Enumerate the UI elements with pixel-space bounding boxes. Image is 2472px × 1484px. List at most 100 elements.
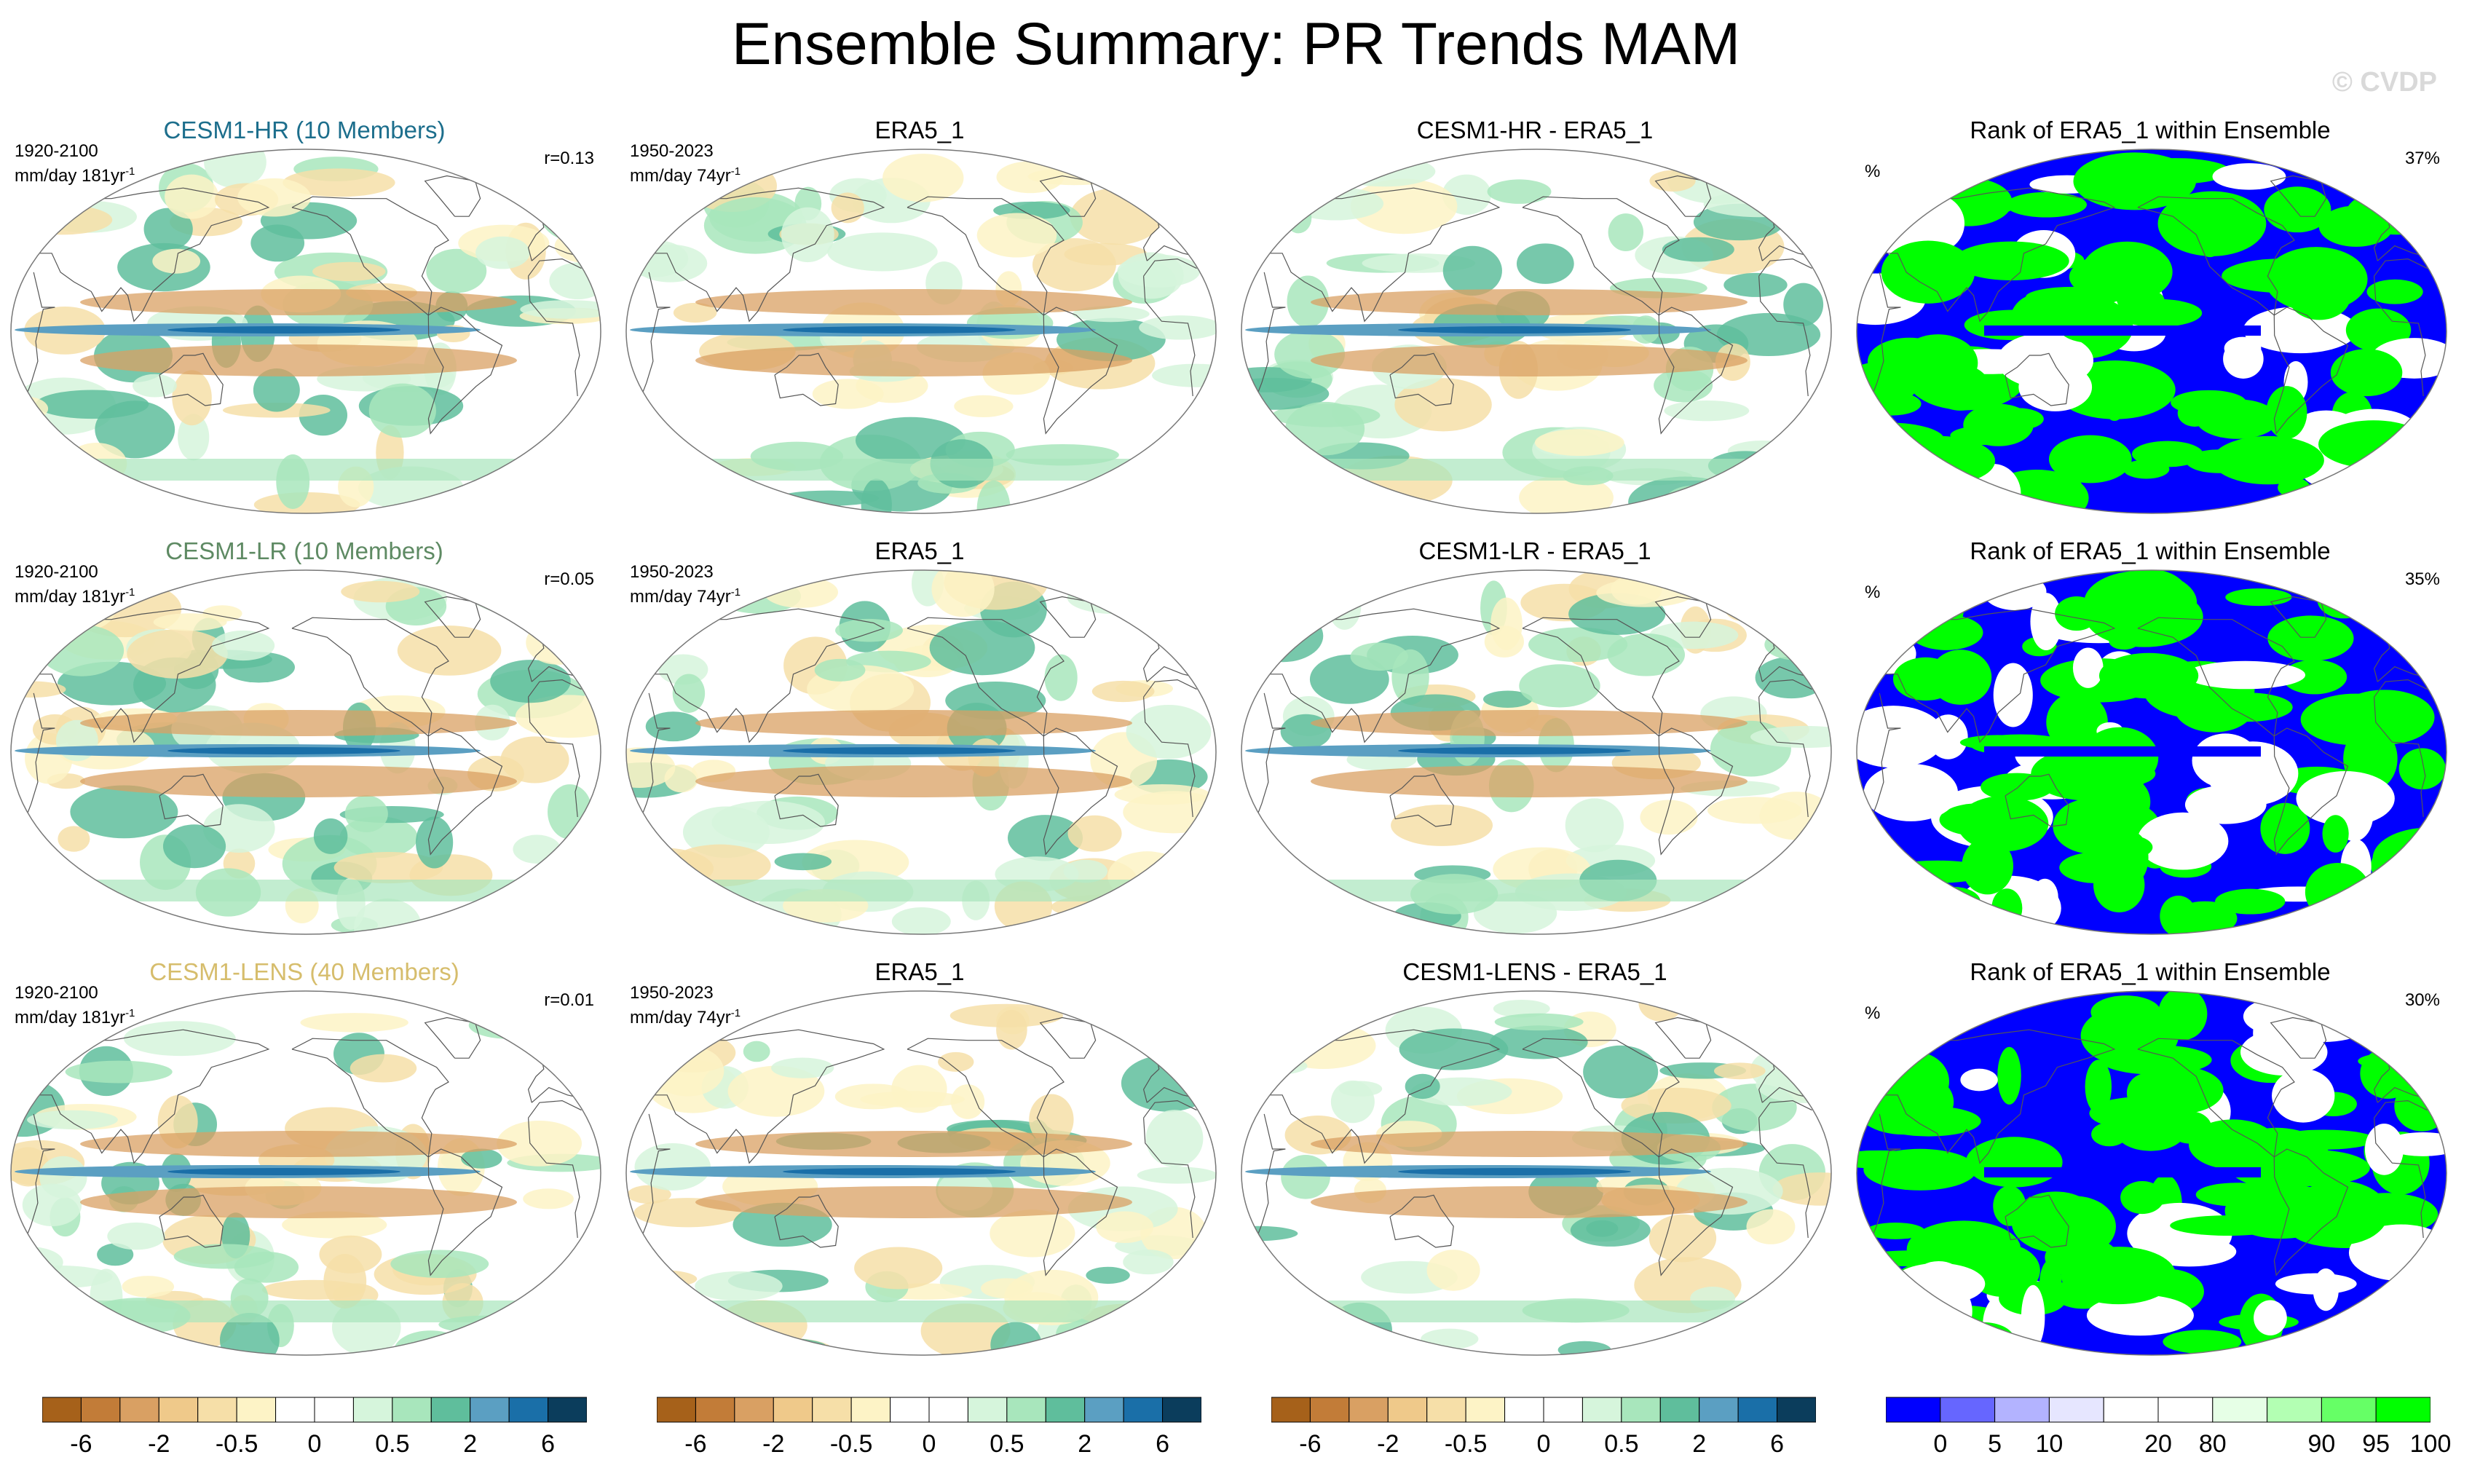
world-map-rank xyxy=(1856,149,2447,514)
field-blob xyxy=(2030,593,2062,651)
coastline xyxy=(424,175,481,217)
field-blob xyxy=(684,992,714,1031)
colorbar-swatch xyxy=(2103,1397,2159,1423)
colorbar-swatch xyxy=(1387,1397,1428,1423)
colorbar-swatch xyxy=(1777,1397,1817,1423)
coastline xyxy=(1267,1029,1501,1164)
colorbar-swatch xyxy=(119,1397,159,1423)
field-blob xyxy=(2254,1300,2287,1335)
field-blob xyxy=(1583,1045,1659,1099)
field-blob xyxy=(426,248,487,293)
world-map-model xyxy=(10,149,601,514)
field-blob xyxy=(2114,1110,2187,1151)
field-blob xyxy=(397,625,502,676)
colorbar-swatch xyxy=(850,1397,891,1423)
field-blob xyxy=(976,213,1057,258)
field-blob xyxy=(1752,1027,1796,1049)
panel-rank-row1: Rank of ERA5_1 within Ensemble % 37% xyxy=(1846,117,2455,532)
field-blob xyxy=(1962,837,2014,895)
field-band xyxy=(1311,1131,1748,1157)
field-blob xyxy=(2366,279,2423,304)
field-blob xyxy=(1242,609,1324,663)
field-blob xyxy=(626,1270,698,1288)
coastline xyxy=(1882,608,2116,743)
units-text: mm/day 181yr xyxy=(15,166,126,186)
field-blob xyxy=(645,711,701,742)
colorbar-tick-label: -6 xyxy=(684,1430,707,1458)
map-border xyxy=(625,990,1217,1356)
field-blob xyxy=(2021,1284,2045,1349)
field-blob xyxy=(2055,596,2098,631)
field-blob xyxy=(490,660,571,703)
field-band xyxy=(1311,710,1748,736)
field-blob xyxy=(2282,660,2347,695)
field-band xyxy=(80,1186,517,1218)
field-blob xyxy=(204,149,266,189)
units-exponent: -1 xyxy=(730,1007,741,1019)
coastline xyxy=(652,187,885,323)
field-blob xyxy=(635,991,695,1034)
colorbar-swatch xyxy=(2267,1397,2322,1423)
field-blob xyxy=(1664,400,1750,422)
field-blob xyxy=(1721,577,1760,621)
field-blob xyxy=(39,625,125,676)
field-blob xyxy=(2272,1068,2335,1123)
field-blob xyxy=(1091,680,1155,703)
colorbar-swatch xyxy=(1006,1397,1046,1423)
field-blob xyxy=(831,192,864,224)
field-blob xyxy=(12,205,113,235)
field-blob xyxy=(2358,1051,2447,1071)
field-blob xyxy=(1484,625,1524,658)
pattern-correlation: r=0.13 xyxy=(544,149,594,168)
field-blob xyxy=(2101,374,2128,422)
field-blob xyxy=(416,816,454,869)
coastline xyxy=(1255,272,1286,398)
field-blob xyxy=(15,854,63,893)
field-blob xyxy=(1350,642,1408,671)
units-label: mm/day 181yr-1 xyxy=(15,1003,135,1028)
coastline xyxy=(2270,175,2327,217)
field-blob xyxy=(1405,1073,1440,1100)
field-blob xyxy=(253,368,300,412)
coastline xyxy=(1143,276,1196,397)
coastline xyxy=(640,272,671,398)
colorbar-tick-label: 2 xyxy=(1692,1430,1707,1458)
field-blob xyxy=(127,629,228,679)
field-blob xyxy=(1951,1322,2015,1355)
coastline xyxy=(424,596,481,638)
field-band xyxy=(1311,289,1748,315)
colorbar-tick-label: 0.5 xyxy=(375,1430,410,1458)
pattern-correlation: r=0.01 xyxy=(544,990,594,1010)
field-blob xyxy=(1794,616,1826,645)
field-blob xyxy=(1570,1214,1651,1247)
field-blob xyxy=(626,156,687,200)
field-blob xyxy=(1044,654,1078,701)
field-blob xyxy=(2264,186,2331,233)
field-blob xyxy=(250,224,305,262)
field-blob xyxy=(1064,242,1148,266)
colorbar-swatch xyxy=(1994,1397,2050,1423)
coastline xyxy=(36,1029,270,1164)
map-field xyxy=(11,149,601,513)
field-blob xyxy=(1281,1155,1330,1199)
field-blob xyxy=(513,834,561,864)
field-blob xyxy=(931,570,995,617)
colorbar-tick-label: 2 xyxy=(1078,1430,1092,1458)
colorbar-swatch xyxy=(2157,1397,2214,1423)
panel-obs-row3: ERA5_1 1950-2023 mm/day 74yr-1 xyxy=(615,958,1224,1373)
field-blob xyxy=(1783,283,1824,326)
coastline xyxy=(1143,679,1197,698)
panel-obs-row1: ERA5_1 1950-2023 mm/day 74yr-1 xyxy=(615,117,1224,532)
map-border xyxy=(1241,569,1832,935)
field-band xyxy=(1984,1167,2261,1177)
field-blob xyxy=(461,1148,502,1169)
field-blob xyxy=(1914,1325,1985,1355)
field-blob xyxy=(1755,656,1828,699)
field-blob xyxy=(1742,991,1776,1045)
field-blob xyxy=(2189,687,2230,726)
field-blob xyxy=(2240,1029,2328,1075)
field-band xyxy=(695,1186,1132,1218)
colorbar-swatch xyxy=(695,1397,735,1423)
field-blob xyxy=(1256,570,1321,612)
field-blob xyxy=(1873,1298,1917,1322)
